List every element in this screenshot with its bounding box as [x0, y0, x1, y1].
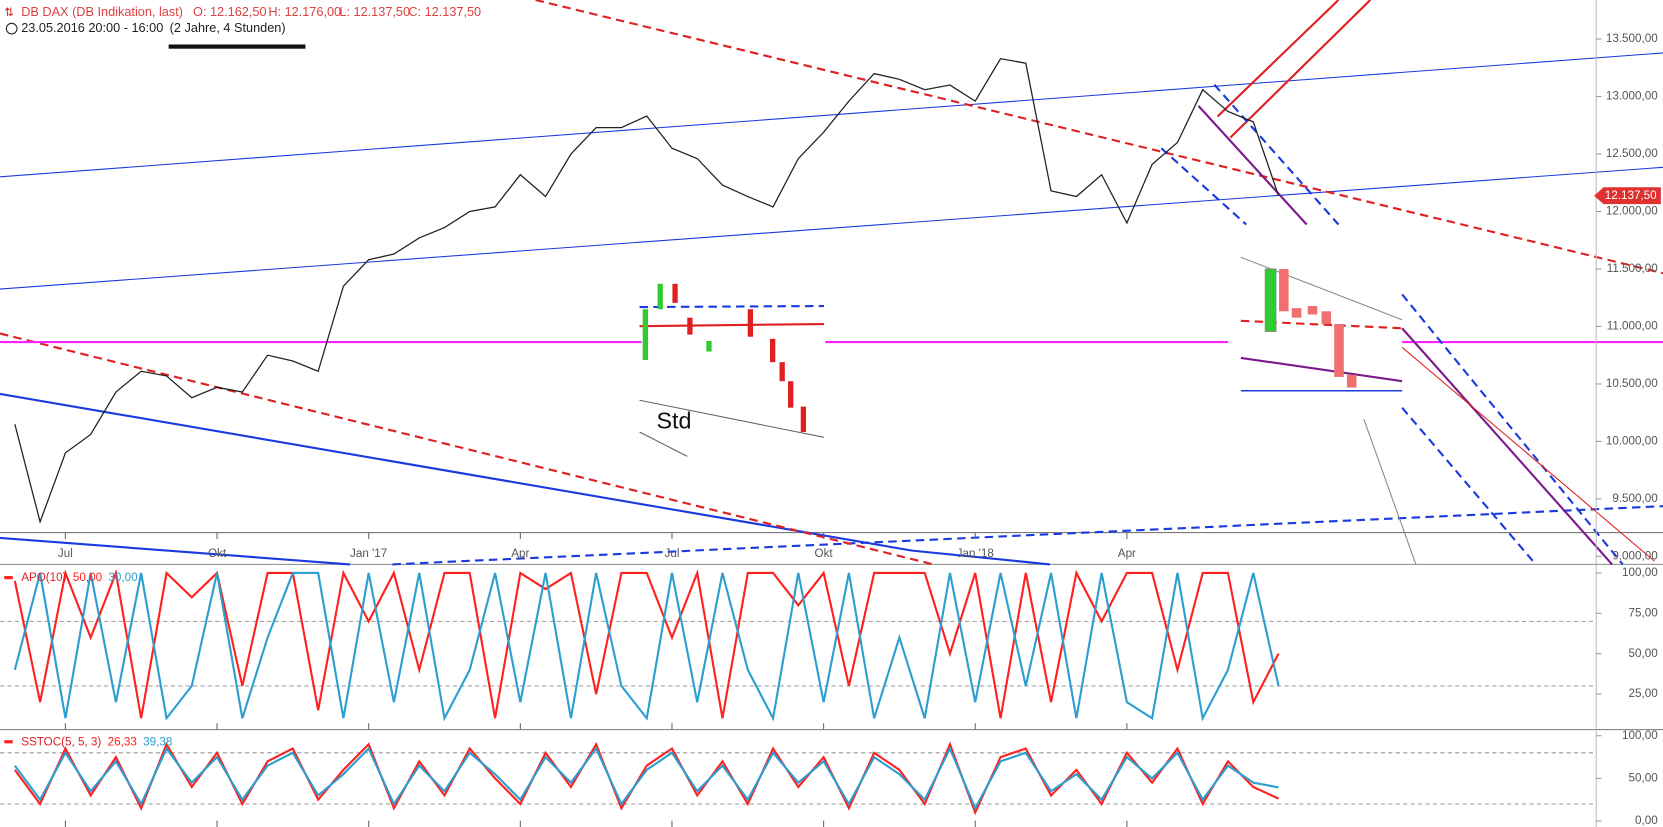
- inset-candle: [1279, 268, 1289, 312]
- inset-candle: [747, 309, 754, 337]
- y-tick-label: 75,00: [1629, 606, 1659, 619]
- x-tick-label: Jan '18: [957, 547, 994, 560]
- period: (2 Jahre, 4 Stunden): [170, 20, 286, 35]
- y-tick-label: 25,00: [1629, 687, 1659, 700]
- y-tick-label: 0,00: [1635, 814, 1658, 827]
- x-tick-label: Okt: [208, 547, 227, 560]
- indicator-line: [13, 571, 1280, 722]
- y-tick-label: 10.500,00: [1606, 377, 1658, 390]
- trend-line: [911, 549, 1051, 566]
- trend-line: [535, 0, 1663, 275]
- y-tick-label: 100,00: [1622, 729, 1658, 742]
- indicator-line: [13, 741, 1279, 816]
- inset-candle: [800, 406, 807, 433]
- trend-line: [0, 536, 351, 566]
- trend-line: [1401, 327, 1613, 566]
- trend-line: [1229, 0, 1372, 139]
- logo: ⇅: [4, 6, 14, 19]
- x-tick-label: Apr: [511, 547, 529, 560]
- legend-value: 30,00: [108, 571, 138, 584]
- inset-candle: [769, 338, 776, 363]
- x-tick-label: Jul: [58, 547, 73, 560]
- inset-line: [639, 322, 825, 328]
- legend-swatch: [4, 740, 13, 744]
- inset-candle: [657, 283, 663, 310]
- indicator-line: [13, 569, 1280, 719]
- x-tick-label: Jan '17: [350, 547, 387, 560]
- drawings: [0, 0, 1663, 566]
- inset-candle: [687, 317, 693, 335]
- ohlc: O: 12.162,50: [193, 4, 267, 19]
- y-tick-label: 13.000,00: [1606, 90, 1658, 103]
- y-tick-label: 13.500,00: [1606, 32, 1658, 45]
- ohlc: L: 12.137,50: [339, 4, 410, 19]
- trend-line: [1363, 419, 1417, 565]
- inset-candle: [1346, 374, 1357, 388]
- y-tick-label: 10.000,00: [1606, 434, 1658, 447]
- price-line: [14, 57, 1280, 524]
- period-bar: [168, 44, 306, 49]
- x-tick-label: Jul: [665, 547, 680, 560]
- y-tick-label: 9.000,00: [1612, 549, 1658, 562]
- trend-line: [0, 332, 934, 566]
- inset-candle: [779, 362, 785, 382]
- x-tick-label: Okt: [815, 547, 834, 560]
- trend-line: [1401, 346, 1655, 562]
- trend-line: [392, 505, 1663, 566]
- y-tick-label: 11.000,00: [1607, 320, 1658, 333]
- trend-line: [1401, 406, 1537, 566]
- inset-candle: [1291, 308, 1302, 318]
- inset-candle: [1307, 306, 1318, 315]
- legend-swatch: [4, 576, 13, 580]
- y-tick-label: 50,00: [1629, 647, 1659, 660]
- y-tick-label: 9.500,00: [1612, 492, 1658, 505]
- legend-value: 26,33: [108, 735, 137, 748]
- inset-line: [639, 431, 688, 457]
- y-tick-label: 11.500,00: [1607, 262, 1658, 275]
- inset-line: [639, 304, 825, 309]
- indicator-line: [13, 745, 1279, 811]
- legend: APO(10) 50,00 30,00: [4, 571, 138, 584]
- legend-title: SSTOC(5, 5, 3): [21, 735, 101, 748]
- legend-value: 50,00: [73, 571, 103, 584]
- clock-icon: [5, 22, 18, 35]
- y-tick-label: 12.500,00: [1606, 147, 1658, 160]
- subtitle: 23.05.2016 20:00 - 16:00: [21, 20, 163, 35]
- ohlc: H: 12.176,00: [268, 4, 341, 19]
- legend-title: APO(10): [21, 571, 66, 584]
- inset-candle: [672, 283, 678, 303]
- trend-line: [1213, 84, 1340, 226]
- legend: SSTOC(5, 5, 3) 26,33 39,38: [4, 735, 172, 748]
- inset-candle: [1264, 268, 1277, 332]
- chart-title: DB DAX (DB Indikation, last): [21, 4, 183, 19]
- legend-value: 39,38: [143, 735, 172, 748]
- last-price-label: 12.137,50: [1605, 189, 1657, 202]
- inset-line: [639, 399, 825, 438]
- inset-candle: [1321, 311, 1332, 325]
- inset-candle: [642, 309, 649, 361]
- ohlc: C: 12.137,50: [408, 4, 481, 19]
- trend-line: [0, 52, 1663, 178]
- y-tick-label: 50,00: [1629, 771, 1659, 784]
- trend-line: [1197, 105, 1308, 226]
- annotation: Std: [657, 408, 692, 434]
- y-tick-label: 100,00: [1622, 566, 1658, 579]
- inset-line: [1240, 256, 1403, 321]
- inset-candle: [706, 340, 712, 352]
- trend-line: [1401, 293, 1624, 566]
- trend-line: [0, 392, 913, 552]
- trend-line: [1216, 0, 1340, 118]
- inset-candle: [1334, 324, 1344, 377]
- last-price-marker: [1594, 187, 1661, 205]
- x-tick-label: Apr: [1118, 547, 1136, 560]
- inset-candle: [788, 381, 794, 408]
- trend-line: [1160, 147, 1247, 226]
- inset-line: [1240, 356, 1403, 383]
- trend-line: [0, 166, 1663, 290]
- y-tick-label: 12.000,00: [1606, 205, 1658, 218]
